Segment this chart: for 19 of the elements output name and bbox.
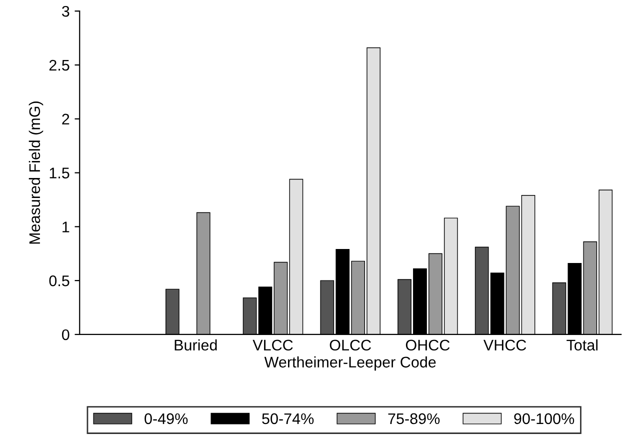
y-tick-label: 0.5 [49,275,70,286]
legend-label: 90-100% [514,413,574,424]
y-tick-label: 2.5 [49,60,70,71]
y-axis-title: Measured Field (mG) [28,102,44,244]
y-tick-label: 2 [62,114,70,124]
x-axis-title: Wertheimer-Leeper Code [264,356,436,371]
y-tick-label: 0 [62,329,70,340]
x-tick-label: Total [566,339,598,351]
x-tick-label: VHCC [483,340,526,351]
legend-label: 75-89% [388,413,440,424]
y-tick-label: 1 [62,222,70,232]
x-tick-label: OHCC [406,340,450,351]
legend-label: 0-49% [144,413,188,424]
y-tick-label: 1.5 [50,168,70,178]
x-tick-label: OLCC [330,340,371,351]
x-tick-label: Buried [174,339,217,351]
y-tick-label: 3 [62,6,70,17]
x-tick-label: VLCC [252,340,293,351]
legend-label: 50-74% [262,413,314,424]
